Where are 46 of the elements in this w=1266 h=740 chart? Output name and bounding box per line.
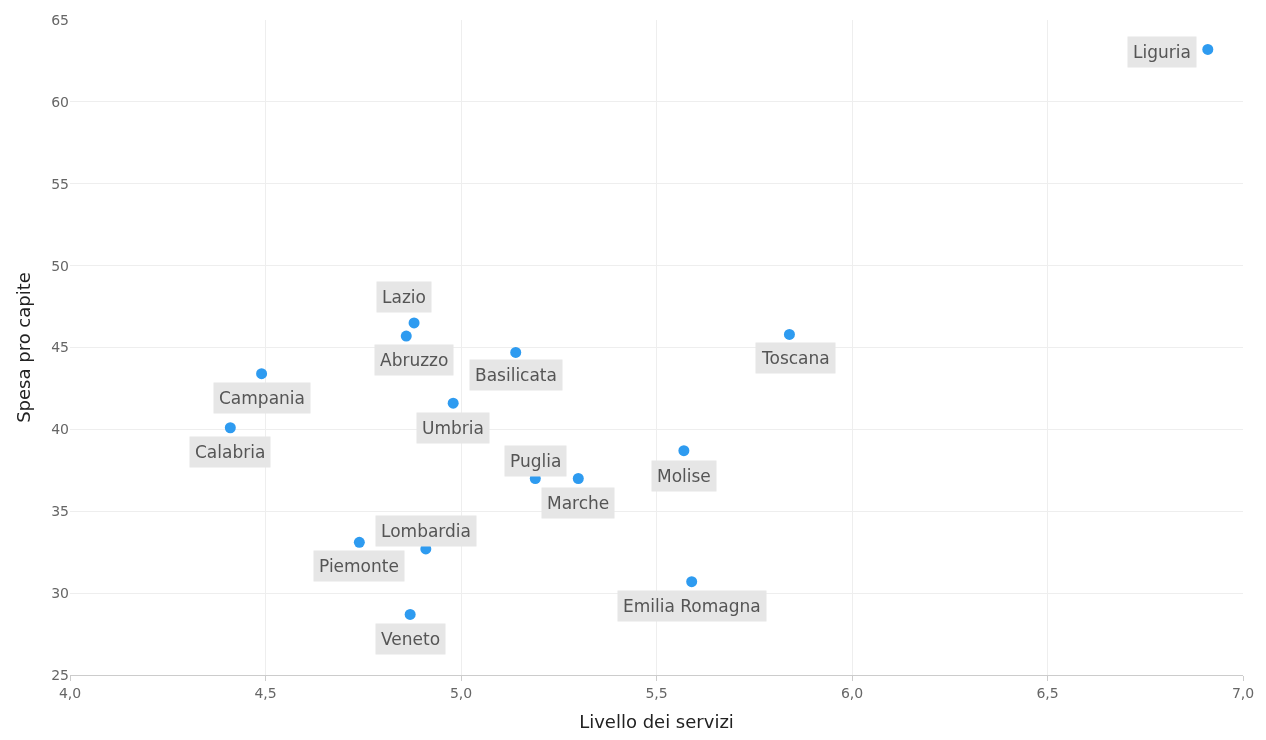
point	[1202, 43, 1214, 55]
annotation: Liguria	[1133, 42, 1191, 62]
annotation: Toscana	[761, 348, 830, 368]
y-axis-title: Spesa pro capite	[13, 272, 35, 423]
y-tick-label: 55	[51, 175, 69, 192]
point	[783, 328, 795, 340]
annotation: Emilia Romagna	[623, 596, 761, 616]
y-tick-label: 45	[51, 339, 69, 356]
annotation: Veneto	[381, 629, 441, 649]
annotation: Calabria	[195, 442, 266, 462]
annotation: Campania	[219, 388, 305, 408]
annotation: Umbria	[422, 418, 484, 438]
annotation: Abruzzo	[380, 350, 449, 370]
point	[678, 445, 690, 457]
point	[256, 368, 268, 380]
annotation: Puglia	[510, 451, 562, 471]
annotation: Basilicata	[475, 365, 557, 385]
x-axis-title: Livello dei servizi	[579, 710, 734, 732]
point	[447, 397, 459, 409]
x-tick-label: 5,5	[645, 684, 668, 701]
y-tick-label: 30	[51, 585, 69, 602]
annotation: Piemonte	[319, 556, 399, 576]
point	[510, 346, 522, 358]
point	[408, 317, 420, 329]
x-tick-label: 6,5	[1036, 684, 1059, 701]
point	[224, 422, 236, 434]
annotation: Lazio	[382, 287, 426, 307]
y-tick-label: 40	[51, 421, 69, 438]
point	[400, 330, 412, 342]
y-tick-label: 35	[51, 503, 69, 520]
point	[686, 576, 698, 588]
x-tick-label: 6,0	[840, 684, 864, 701]
point	[404, 608, 416, 620]
y-tick-label: 50	[51, 257, 69, 274]
point	[353, 536, 365, 548]
y-tick-label: 60	[51, 93, 69, 110]
x-tick-label: 5,0	[449, 684, 473, 701]
annotation: Marche	[547, 493, 610, 513]
y-tick-label: 25	[51, 666, 69, 683]
x-tick-label: 4,0	[58, 684, 82, 701]
x-tick-label: 7,0	[1231, 684, 1255, 701]
annotation: Lombardia	[381, 521, 471, 541]
annotation: Molise	[657, 466, 711, 486]
y-tick-label: 65	[51, 11, 69, 28]
point	[572, 473, 584, 484]
x-tick-label: 4,5	[254, 684, 277, 701]
